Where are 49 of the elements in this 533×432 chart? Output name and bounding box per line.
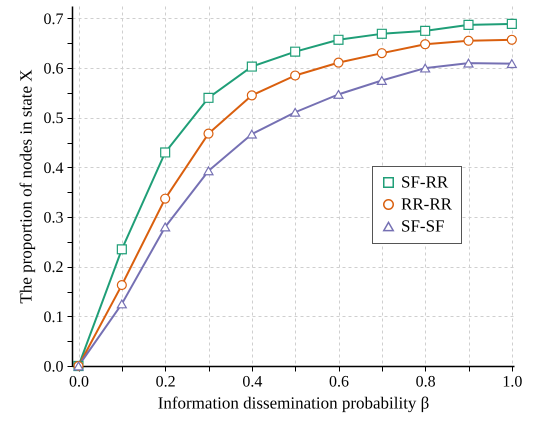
y-tick-label: 0.4 <box>44 160 64 177</box>
x-tick-label: 0.2 <box>156 374 176 390</box>
x-tick-label: 0.6 <box>329 374 349 390</box>
point <box>506 34 517 45</box>
y-tick-label: 0.0 <box>44 358 64 376</box>
point <box>420 64 430 73</box>
point <box>506 18 517 29</box>
x-axis-title: Information dissemination probability β <box>158 394 430 412</box>
x-tick-label: 0.8 <box>416 374 436 390</box>
point <box>160 194 170 204</box>
x-tick-label: 1.0 <box>502 374 522 390</box>
legend-label: SF-RR <box>401 172 449 192</box>
point <box>506 59 517 68</box>
point <box>203 128 214 139</box>
point <box>290 46 300 57</box>
y-tick-label: 0.5 <box>44 110 64 128</box>
y-tick-label: 0.1 <box>44 308 64 326</box>
point <box>463 58 474 68</box>
point <box>333 58 344 68</box>
point <box>376 48 387 58</box>
point <box>420 39 430 50</box>
point <box>246 130 257 139</box>
y-axis-title: The proportion of nodes in state X <box>16 69 36 304</box>
point <box>116 299 127 308</box>
y-tick-label: 0.3 <box>44 210 64 227</box>
point <box>116 280 127 290</box>
point <box>463 20 474 30</box>
legend-label: RR-RR <box>401 194 453 214</box>
point <box>203 166 214 176</box>
point <box>463 36 474 46</box>
point <box>333 90 344 99</box>
x-tick-label: 0.4 <box>242 374 262 390</box>
point <box>203 92 214 103</box>
point <box>246 62 257 72</box>
point <box>160 222 170 232</box>
point <box>116 244 127 254</box>
point <box>290 108 300 117</box>
y-tick-label: 0.6 <box>44 60 64 78</box>
x-tick-label: 0.0 <box>69 374 89 390</box>
point <box>160 147 170 158</box>
y-tick-label: 0.2 <box>44 259 64 276</box>
y-tick-label: 0.7 <box>44 10 64 28</box>
point <box>333 34 344 45</box>
legend-label: SF-SF <box>401 216 444 236</box>
point <box>420 26 430 36</box>
point <box>290 70 300 81</box>
point <box>376 28 387 39</box>
point <box>246 90 257 100</box>
point <box>376 76 387 85</box>
